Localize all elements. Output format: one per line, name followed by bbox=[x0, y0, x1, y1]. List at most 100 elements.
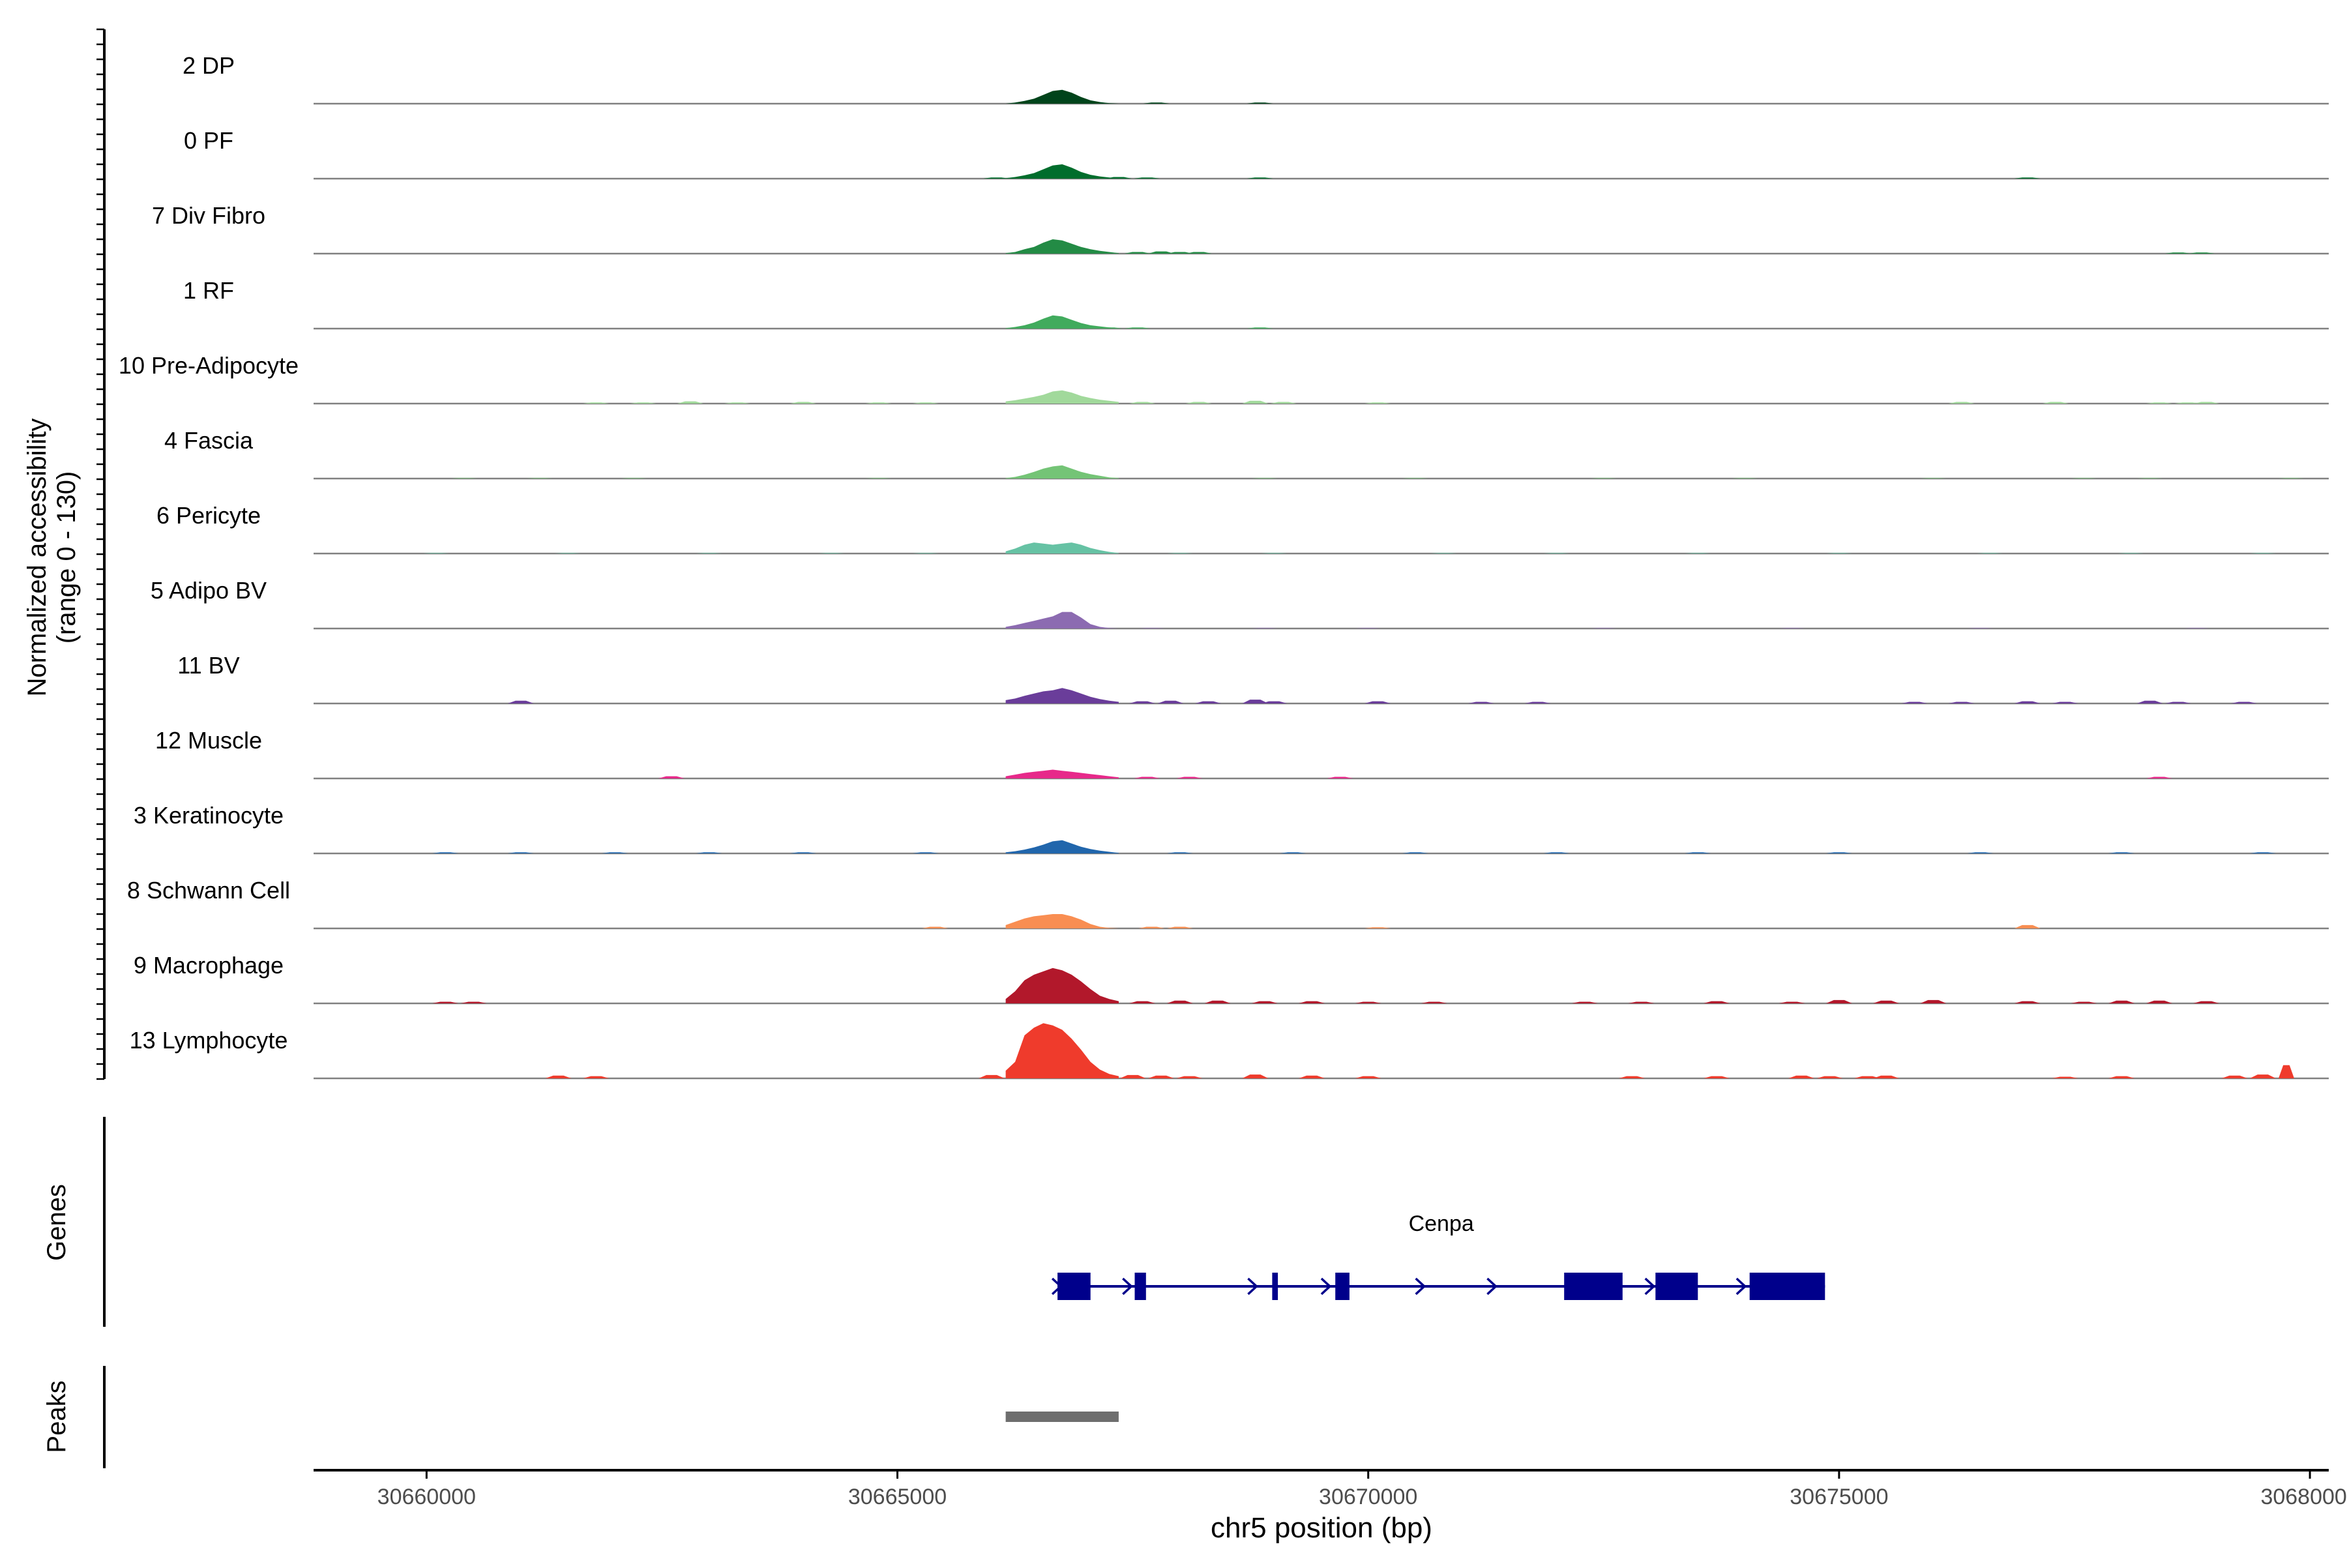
x-tick-label: 30665000 bbox=[848, 1485, 947, 1509]
track-label: 13 Lymphocyte bbox=[130, 1027, 288, 1054]
coverage-minor-peak bbox=[1129, 701, 1156, 703]
gene-strand-arrow bbox=[1051, 1277, 1063, 1295]
coverage-minor-peak bbox=[1977, 553, 2003, 554]
coverage-minor-peak bbox=[451, 478, 478, 479]
coverage-minor-peak bbox=[1920, 999, 1947, 1003]
track-5: 10 Pre-Adipocyte bbox=[119, 352, 2329, 405]
coverage-minor-peak bbox=[526, 478, 553, 479]
coverage-minor-peak bbox=[1242, 1074, 1269, 1078]
coverage-minor-peak bbox=[1251, 478, 1278, 479]
coverage-minor-peak bbox=[460, 1001, 487, 1003]
coverage-minor-peak bbox=[602, 852, 628, 853]
gene-exon bbox=[1134, 1273, 1146, 1300]
coverage-minor-peak bbox=[2193, 1001, 2220, 1003]
coverage-minor-peak bbox=[1270, 402, 1297, 404]
coverage-minor-peak bbox=[2108, 1000, 2135, 1003]
coverage-minor-peak bbox=[1148, 251, 1174, 254]
track-label: 9 Macrophage bbox=[134, 952, 284, 979]
coverage-minor-peak bbox=[2249, 852, 2276, 853]
coverage-minor-peak bbox=[1967, 628, 1994, 629]
coverage-minor-peak bbox=[2014, 1001, 2041, 1003]
coverage-minor-peak bbox=[1327, 777, 1353, 778]
x-axis-label: chr5 position (bp) bbox=[1211, 1512, 1432, 1544]
coverage-minor-peak bbox=[1138, 926, 1165, 928]
coverage-minor-peak bbox=[2193, 402, 2220, 404]
coverage-minor-peak bbox=[630, 402, 657, 404]
track-14: 13 Lymphocyte bbox=[130, 1023, 2329, 1080]
coverage-peak bbox=[1005, 612, 1119, 629]
coverage-minor-peak bbox=[1096, 327, 1123, 329]
coverage-minor-peak bbox=[2014, 177, 2041, 179]
coverage-minor-peak bbox=[1430, 553, 1457, 554]
track-6: 4 Fascia bbox=[164, 427, 2329, 480]
gene-track: Cenpa bbox=[1051, 1211, 1825, 1300]
track-4: 1 RF bbox=[183, 277, 2329, 330]
coverage-minor-peak bbox=[1119, 1074, 1146, 1078]
coverage-minor-peak bbox=[1816, 1076, 1843, 1078]
x-tick-label: 30660000 bbox=[377, 1485, 476, 1509]
coverage-minor-peak bbox=[2279, 1065, 2294, 1078]
coverage-minor-peak bbox=[2108, 1076, 2135, 1078]
track-label: 11 BV bbox=[177, 652, 239, 679]
coverage-minor-peak bbox=[696, 553, 722, 554]
gene-exon bbox=[1335, 1273, 1350, 1300]
coverage-minor-peak bbox=[1571, 1001, 1598, 1003]
coverage-minor-peak bbox=[1685, 553, 1711, 554]
coverage-minor-peak bbox=[1166, 1000, 1193, 1003]
track-label: 1 RF bbox=[183, 277, 234, 304]
coverage-minor-peak bbox=[583, 1076, 610, 1078]
gene-name-label: Cenpa bbox=[1409, 1211, 1474, 1236]
coverage-minor-peak bbox=[1242, 400, 1269, 404]
coverage-peak bbox=[1005, 1023, 1119, 1078]
coverage-minor-peak bbox=[2071, 1001, 2097, 1003]
coverage-peak bbox=[1005, 239, 1119, 254]
coverage-minor-peak bbox=[2052, 1076, 2078, 1078]
coverage-minor-peak bbox=[818, 553, 845, 554]
coverage-peak bbox=[1005, 315, 1119, 329]
coverage-minor-peak bbox=[507, 852, 534, 853]
coverage-minor-peak bbox=[1788, 1075, 1815, 1078]
coverage-minor-peak bbox=[2164, 252, 2191, 254]
coverage-minor-peak bbox=[2014, 701, 2041, 703]
coverage-minor-peak bbox=[1421, 1001, 1447, 1003]
coverage-minor-peak bbox=[1704, 1076, 1730, 1078]
coverage-peak bbox=[1005, 89, 1119, 104]
coverage-minor-peak bbox=[1779, 1001, 1805, 1003]
coverage-minor-peak bbox=[1732, 478, 1758, 479]
coverage-minor-peak bbox=[1166, 252, 1193, 254]
x-tick-label: 30670000 bbox=[1319, 1485, 1417, 1509]
coverage-minor-peak bbox=[1402, 478, 1428, 479]
coverage-minor-peak bbox=[677, 401, 703, 404]
coverage-minor-peak bbox=[1543, 553, 1570, 554]
coverage-peak bbox=[1005, 840, 1119, 853]
coverage-peak bbox=[1005, 769, 1119, 778]
coverage-minor-peak bbox=[1299, 1001, 1325, 1003]
track-2: 0 PF bbox=[184, 127, 2329, 180]
coverage-minor-peak bbox=[1590, 478, 1617, 479]
track-label: 3 Keratinocyte bbox=[134, 802, 284, 829]
coverage-minor-peak bbox=[979, 1074, 1005, 1078]
coverage-minor-peak bbox=[1967, 852, 1994, 853]
coverage-minor-peak bbox=[2014, 925, 2041, 928]
coverage-minor-peak bbox=[1901, 702, 1928, 703]
track-11: 3 Keratinocyte bbox=[134, 802, 2329, 855]
peak-region bbox=[1005, 1412, 1119, 1422]
peak-track bbox=[1005, 1412, 1119, 1422]
coverage-peak bbox=[1005, 914, 1119, 928]
coverage-minor-peak bbox=[2108, 852, 2135, 853]
coverage-minor-peak bbox=[1124, 327, 1151, 329]
coverage-minor-peak bbox=[2278, 478, 2305, 479]
track-label: 6 Pericyte bbox=[156, 502, 261, 529]
coverage-minor-peak bbox=[1157, 700, 1184, 703]
coverage-minor-peak bbox=[2183, 628, 2210, 629]
coverage-minor-peak bbox=[432, 852, 459, 853]
gene-strand-arrow bbox=[1644, 1277, 1656, 1295]
coverage-minor-peak bbox=[1854, 1076, 1881, 1078]
coverage-minor-peak bbox=[1247, 102, 1273, 104]
coverage-minor-peak bbox=[790, 852, 817, 853]
coverage-peak bbox=[1005, 390, 1119, 404]
coverage-minor-peak bbox=[2146, 402, 2172, 404]
coverage-minor-peak bbox=[912, 402, 939, 404]
coverage-minor-peak bbox=[2071, 478, 2097, 479]
